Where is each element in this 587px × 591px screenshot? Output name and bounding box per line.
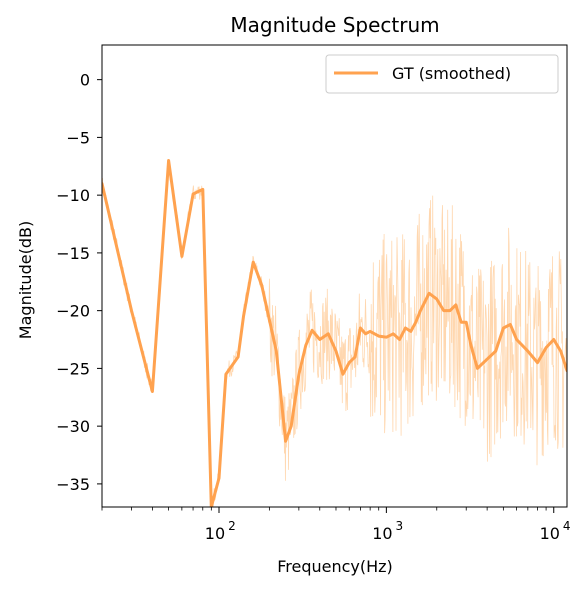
data-point	[443, 309, 445, 311]
legend: GT (smoothed)	[325, 54, 559, 94]
data-point	[502, 327, 504, 329]
data-point	[261, 284, 263, 286]
data-point	[460, 321, 462, 323]
data-point	[486, 358, 488, 360]
data-point	[385, 336, 387, 338]
x-tick-label: 10	[372, 524, 392, 543]
data-point	[436, 298, 438, 300]
y-tick-label: −25	[56, 359, 90, 378]
data-point	[476, 367, 478, 369]
data-point	[181, 255, 183, 257]
data-point	[560, 350, 562, 352]
y-tick-label: −30	[56, 417, 90, 436]
data-point	[495, 350, 497, 352]
data-point	[392, 333, 394, 335]
data-point	[268, 319, 270, 321]
data-point	[415, 321, 417, 323]
data-point	[327, 333, 329, 335]
data-point	[359, 327, 361, 329]
data-point	[465, 321, 467, 323]
x-axis-label: Frequency(Hz)	[277, 557, 393, 576]
data-point	[275, 350, 277, 352]
x-tick-exponent: 2	[228, 519, 236, 533]
data-point	[404, 327, 406, 329]
data-point	[335, 350, 337, 352]
data-point	[455, 304, 457, 306]
y-tick-label: −15	[56, 244, 90, 263]
data-point	[284, 440, 286, 442]
data-point	[151, 390, 153, 392]
data-point	[545, 346, 547, 348]
legend-box	[325, 54, 559, 94]
data-point	[449, 309, 451, 311]
data-point	[192, 193, 194, 195]
data-point	[305, 344, 307, 346]
data-point	[470, 344, 472, 346]
data-point	[410, 330, 412, 332]
data-point	[242, 315, 244, 317]
data-point	[348, 361, 350, 363]
chart-title: Magnitude Spectrum	[230, 13, 439, 37]
y-tick-label: −10	[56, 186, 90, 205]
x-tick-label: 10	[205, 524, 225, 543]
data-point	[515, 338, 517, 340]
y-tick-label: −35	[56, 475, 90, 494]
data-point	[252, 261, 254, 263]
legend-label: GT (smoothed)	[392, 64, 511, 83]
data-point	[202, 188, 204, 190]
data-point	[290, 425, 292, 427]
plot-frame	[101, 44, 568, 508]
y-tick-label: −20	[56, 302, 90, 321]
data-point	[553, 338, 555, 340]
data-point	[536, 361, 538, 363]
data-point	[311, 329, 313, 331]
data-point	[527, 350, 529, 352]
x-tick-exponent: 4	[563, 519, 571, 533]
data-point	[398, 338, 400, 340]
data-point	[319, 338, 321, 340]
data-point	[378, 335, 380, 337]
series-line-gt-smoothed	[102, 159, 567, 507]
data-point	[218, 477, 220, 479]
data-point	[354, 356, 356, 358]
data-point	[130, 309, 132, 311]
y-axis-label: Magnitude(dB)	[16, 221, 35, 339]
data-point	[509, 323, 511, 325]
x-tick-label: 10	[540, 524, 560, 543]
series-layer	[102, 159, 567, 507]
data-point	[419, 309, 421, 311]
x-tick-exponent: 3	[396, 519, 404, 533]
data-point	[167, 159, 169, 161]
data-point	[225, 373, 227, 375]
y-tick-label: 0	[80, 71, 90, 90]
data-point	[342, 373, 344, 375]
y-tick-label: −5	[66, 128, 90, 147]
data-point	[364, 333, 366, 335]
data-point	[298, 373, 300, 375]
data-point	[237, 356, 239, 358]
data-point	[369, 330, 371, 332]
data-point	[428, 292, 430, 294]
